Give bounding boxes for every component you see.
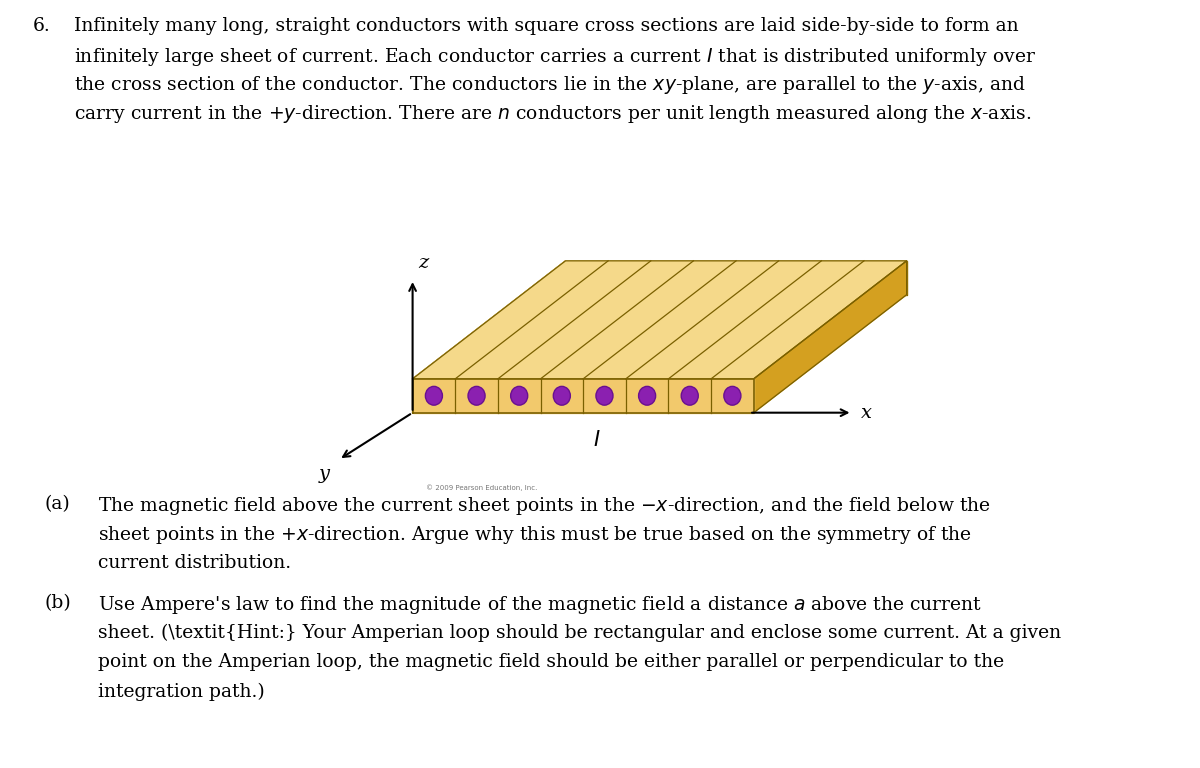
Text: infinitely large sheet of current. Each conductor carries a current $I$ that is : infinitely large sheet of current. Each … xyxy=(74,46,1036,68)
Text: $I$: $I$ xyxy=(593,431,600,451)
Polygon shape xyxy=(565,261,907,295)
Text: sheet points in the $+x$-direction. Argue why this must be true based on the sym: sheet points in the $+x$-direction. Argu… xyxy=(98,525,972,547)
Polygon shape xyxy=(413,261,907,379)
Text: 6.: 6. xyxy=(32,17,50,35)
Text: © 2009 Pearson Education, Inc.: © 2009 Pearson Education, Inc. xyxy=(426,484,538,491)
Text: (b): (b) xyxy=(44,594,71,611)
Polygon shape xyxy=(413,379,754,412)
Circle shape xyxy=(724,386,740,406)
Text: x: x xyxy=(862,404,872,422)
Text: integration path.): integration path.) xyxy=(98,683,265,701)
Circle shape xyxy=(511,386,528,406)
Text: y: y xyxy=(319,465,330,482)
Text: (a): (a) xyxy=(44,495,71,513)
Text: sheet. (\textit{Hint:} Your Amperian loop should be rectangular and enclose some: sheet. (\textit{Hint:} Your Amperian loo… xyxy=(98,624,1062,641)
Text: point on the Amperian loop, the magnetic field should be either parallel or perp: point on the Amperian loop, the magnetic… xyxy=(98,653,1004,671)
Text: z: z xyxy=(418,254,428,272)
Circle shape xyxy=(596,386,613,406)
Text: Use Ampere's law to find the magnitude of the magnetic field a distance $a$ abov: Use Ampere's law to find the magnitude o… xyxy=(98,594,983,616)
Circle shape xyxy=(553,386,570,406)
Circle shape xyxy=(638,386,655,406)
Polygon shape xyxy=(754,261,907,412)
Text: current distribution.: current distribution. xyxy=(98,554,292,572)
Circle shape xyxy=(682,386,698,406)
Circle shape xyxy=(468,386,485,406)
Text: Infinitely many long, straight conductors with square cross sections are laid si: Infinitely many long, straight conductor… xyxy=(74,17,1019,35)
Polygon shape xyxy=(413,261,565,412)
Text: carry current in the $+y$-direction. There are $n$ conductors per unit length me: carry current in the $+y$-direction. The… xyxy=(74,103,1032,125)
Circle shape xyxy=(425,386,443,406)
Text: The magnetic field above the current sheet points in the $-x$-direction, and the: The magnetic field above the current she… xyxy=(98,495,991,517)
Text: the cross section of the conductor. The conductors lie in the $xy$-plane, are pa: the cross section of the conductor. The … xyxy=(74,74,1026,97)
